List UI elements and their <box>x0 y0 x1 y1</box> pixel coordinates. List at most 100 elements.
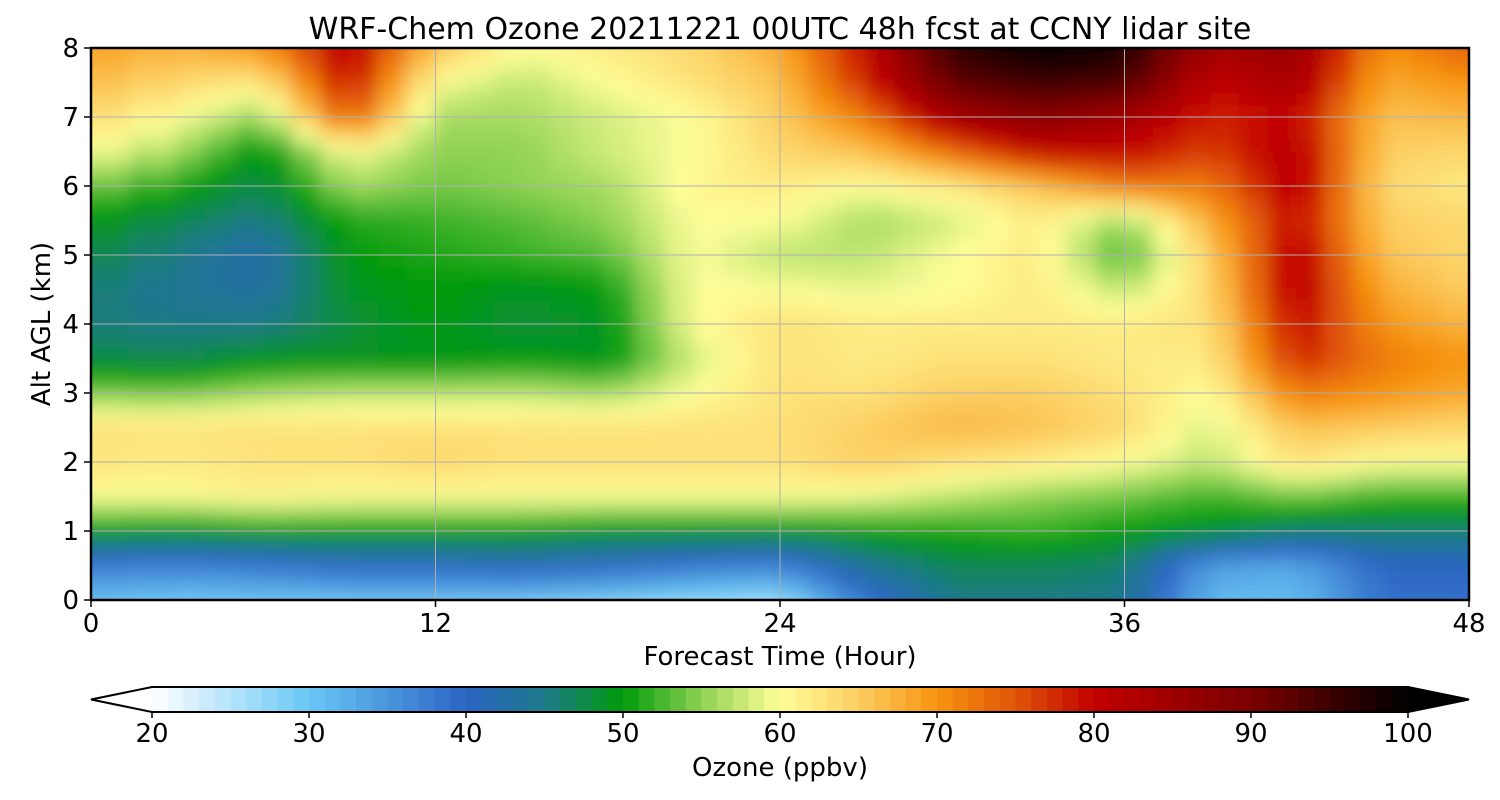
heatmap-cell <box>1152 507 1183 520</box>
heatmap-cell <box>1296 174 1326 187</box>
heatmap-cell <box>1353 59 1384 72</box>
heatmap-cell <box>1238 553 1269 566</box>
heatmap-cell <box>1181 565 1212 585</box>
heatmap-cell <box>693 70 724 83</box>
heatmap-cell <box>349 602 379 621</box>
heatmap-cell <box>1009 496 1039 509</box>
heatmap-cell <box>779 461 810 474</box>
heatmap-cell <box>1488 140 1500 153</box>
heatmap-cell <box>128 473 178 486</box>
heatmap-cell <box>808 197 838 210</box>
heatmap-cell <box>406 346 436 359</box>
heatmap-cell <box>1210 519 1240 532</box>
heatmap-cell <box>262 208 293 221</box>
heatmap-cell <box>607 277 637 290</box>
heatmap-cell <box>1353 438 1384 451</box>
heatmap-cell <box>91 427 130 440</box>
heatmap-cell <box>205 59 236 72</box>
heatmap-cell <box>836 105 867 118</box>
heatmap-cell <box>320 438 350 451</box>
heatmap-cell <box>549 48 580 60</box>
heatmap-cell <box>1124 496 1154 509</box>
heatmap-cell <box>348 404 379 417</box>
heatmap-cell <box>1238 438 1269 451</box>
heatmap-cell <box>320 427 350 440</box>
heatmap-cell <box>1009 381 1039 394</box>
heatmap-cell <box>320 289 350 302</box>
heatmap-cell <box>128 484 178 497</box>
heatmap-cell <box>1066 369 1097 382</box>
heatmap-cell <box>128 93 178 106</box>
heatmap-cell <box>865 93 896 106</box>
heatmap-cell <box>1066 220 1097 233</box>
heatmap-cell <box>320 369 350 382</box>
heatmap-cell <box>91 151 130 164</box>
heatmap-cell <box>1411 151 1441 164</box>
heatmap-cell <box>865 208 896 221</box>
heatmap-cell <box>578 415 609 428</box>
heatmap-cell <box>865 116 896 129</box>
colorbar-segment <box>293 687 310 712</box>
heatmap-cell <box>377 82 408 95</box>
heatmap-cell <box>1066 139 1097 152</box>
heatmap-cell <box>664 48 695 60</box>
heatmap-cell <box>894 254 925 267</box>
heatmap-cell <box>176 346 207 359</box>
heatmap-cell <box>1296 266 1326 279</box>
heatmap-cell <box>348 82 379 95</box>
heatmap-cell <box>492 473 523 486</box>
heatmap-cell <box>205 231 236 244</box>
heatmap-cell <box>1353 277 1384 290</box>
heatmap-cell <box>549 231 580 244</box>
heatmap-cell <box>1124 197 1154 210</box>
heatmap-cell <box>578 519 609 532</box>
heatmap-cell <box>1152 105 1183 118</box>
heatmap-cell <box>1095 381 1125 394</box>
heatmap-cell <box>463 220 494 233</box>
heatmap-cell <box>406 116 436 129</box>
heatmap-cell <box>1296 231 1326 244</box>
heatmap-cell <box>521 139 551 152</box>
heatmap-cell <box>91 404 130 417</box>
heatmap-cell <box>980 48 1011 60</box>
heatmap-cell <box>722 415 752 428</box>
heatmap-cell <box>320 231 350 244</box>
heatmap-cell <box>1238 473 1269 486</box>
heatmap-cell <box>1095 82 1125 95</box>
heatmap-cell <box>808 507 838 520</box>
heatmap-cell <box>463 438 494 451</box>
heatmap-cell <box>894 346 925 359</box>
heatmap-cell <box>492 254 523 267</box>
heatmap-cell <box>262 530 293 543</box>
heatmap-cell <box>1066 450 1097 463</box>
heatmap-cell <box>1324 128 1355 141</box>
heatmap-cell <box>894 116 925 129</box>
heatmap-cell <box>262 312 293 325</box>
heatmap-cell <box>1411 105 1441 118</box>
heatmap-cell <box>205 461 236 474</box>
heatmap-cell <box>1152 185 1183 198</box>
heatmap-cell <box>81 34 130 42</box>
heatmap-cell <box>1324 381 1355 394</box>
heatmap-cell <box>348 93 379 106</box>
heatmap-cell <box>1238 427 1269 440</box>
heatmap-cell <box>1152 392 1183 405</box>
heatmap-cell <box>492 507 523 520</box>
heatmap-cell <box>779 185 810 198</box>
heatmap-cell <box>262 484 293 497</box>
heatmap-cell <box>865 289 896 302</box>
heatmap-cell <box>234 473 264 486</box>
heatmap-cell <box>578 392 609 405</box>
heatmap-cell <box>750 197 781 210</box>
heatmap-cell <box>320 323 350 336</box>
heatmap-cell <box>1152 496 1183 509</box>
heatmap-cell <box>1324 300 1355 313</box>
heatmap-cell <box>923 450 953 463</box>
heatmap-cell <box>578 128 609 141</box>
heatmap-cell <box>980 392 1011 405</box>
heatmap-cell <box>1095 415 1125 428</box>
heatmap-cell <box>664 208 695 221</box>
heatmap-cell <box>1037 151 1068 164</box>
heatmap-cell <box>578 174 609 187</box>
heatmap-cell <box>635 542 666 555</box>
